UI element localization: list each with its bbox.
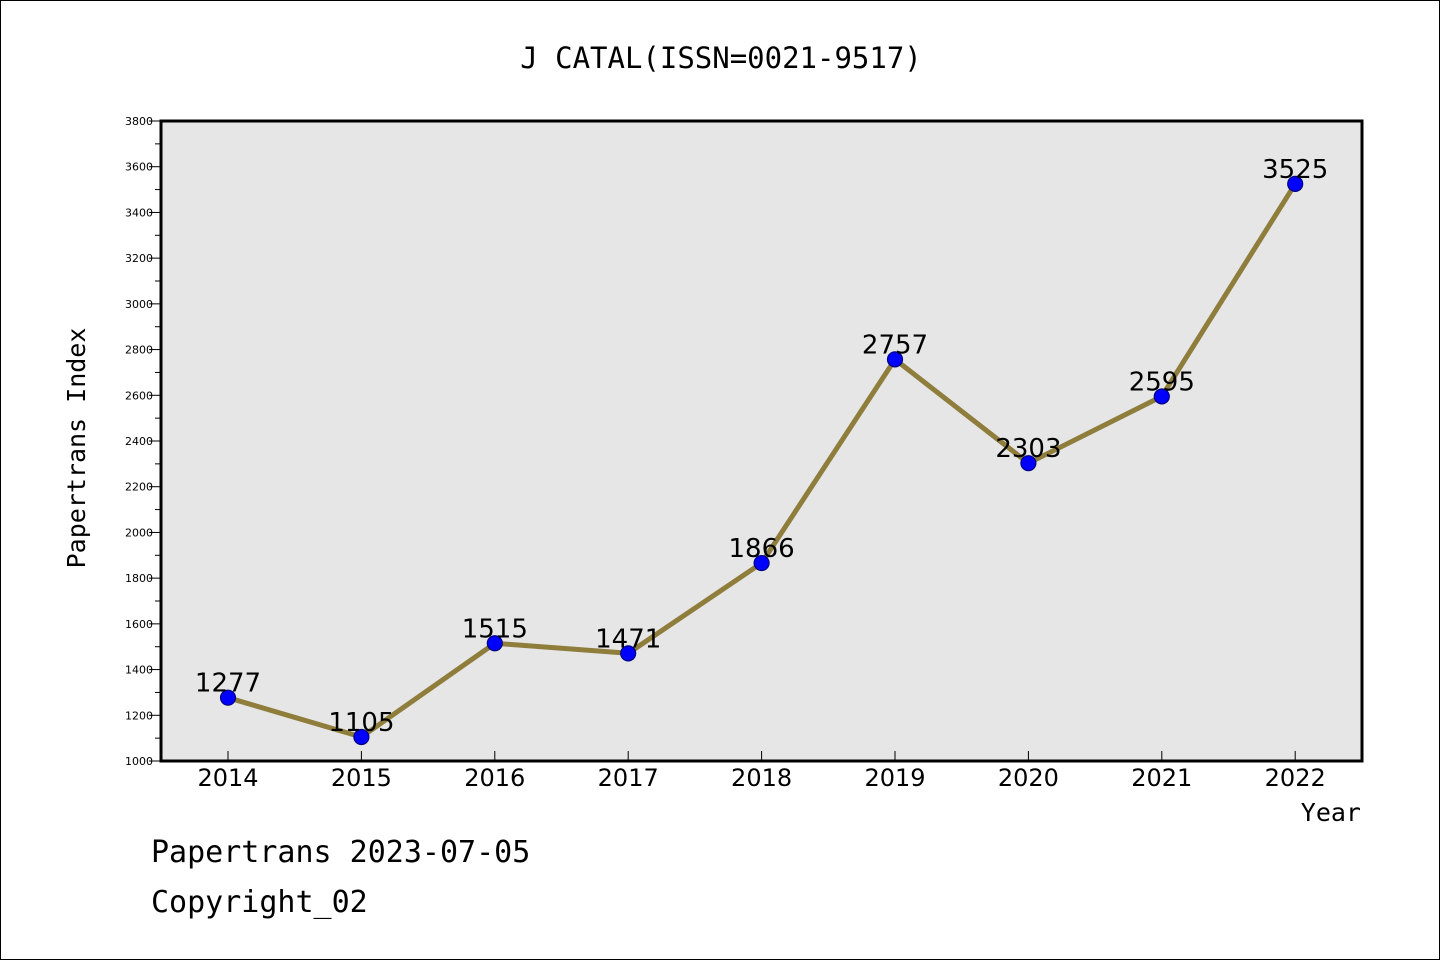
x-tick-label: 2021: [1131, 764, 1192, 792]
x-tick-label: 2014: [197, 764, 258, 792]
x-tick-label: 2019: [864, 764, 925, 792]
y-tick-label: 1400: [125, 664, 153, 677]
y-tick-label: 3800: [125, 115, 153, 128]
x-tick-label: 2015: [331, 764, 392, 792]
data-label: 1471: [595, 624, 661, 654]
x-axis: 2014 2015 2016 2017 2018 2019 2020 2021 2022: [197, 751, 1326, 792]
data-label: 1277: [195, 669, 261, 699]
y-tick-label: 2800: [125, 344, 153, 357]
data-label: 1105: [328, 708, 394, 738]
y-tick-label: 1600: [125, 618, 153, 631]
x-tick-label: 2020: [998, 764, 1059, 792]
y-tick-label: 1800: [125, 572, 153, 585]
data-label: 2757: [862, 330, 928, 360]
x-tick-label: 2017: [598, 764, 659, 792]
y-tick-label: 2400: [125, 435, 153, 448]
plot-area: [159, 119, 1364, 763]
y-tick-label: 3200: [125, 252, 153, 265]
data-point: [486, 635, 503, 652]
x-tick-label: 2018: [731, 764, 792, 792]
data-label: 2303: [995, 434, 1061, 464]
data-label: 1866: [729, 534, 795, 564]
data-point: [886, 351, 904, 368]
y-tick-label: 3000: [125, 298, 153, 311]
x-tick-label: 2022: [1265, 764, 1326, 792]
data-point: [219, 689, 237, 706]
data-point: [1153, 388, 1170, 405]
y-tick-label: 2600: [125, 389, 153, 402]
data-point: [753, 554, 770, 572]
data-label: 2595: [1129, 367, 1195, 397]
data-point: [1020, 455, 1037, 472]
data-label: 3525: [1262, 155, 1328, 185]
y-tick-label: 3400: [125, 206, 153, 219]
data-point: [1287, 175, 1304, 192]
data-label: 1515: [462, 614, 528, 644]
y-tick-label: 3600: [125, 161, 153, 174]
y-axis-label: Papertrans Index: [62, 328, 91, 569]
x-tick-label: 2016: [464, 764, 525, 792]
y-tick-label: 2200: [125, 481, 153, 494]
data-markers: [219, 175, 1304, 746]
y-tick-label: 1000: [125, 755, 153, 768]
footer-copyright: Copyright_02: [151, 885, 368, 920]
data-labels: 1277 1105 1515 1471 1866 2757 2303 2595 3525: [195, 155, 1328, 738]
y-tick-label: 1200: [125, 709, 153, 722]
x-axis-label: Year: [1301, 798, 1361, 827]
y-axis: 1000 1200 1400 1600 1800 2000 2200 2400 2600 2800…: [125, 115, 161, 768]
footer-date: Papertrans 2023-07-05: [151, 835, 531, 870]
y-tick-label: 2000: [125, 526, 153, 539]
data-point: [620, 645, 637, 662]
data-point: [353, 728, 370, 746]
chart-title: J CATAL(ISSN=0021-9517): [520, 41, 922, 75]
